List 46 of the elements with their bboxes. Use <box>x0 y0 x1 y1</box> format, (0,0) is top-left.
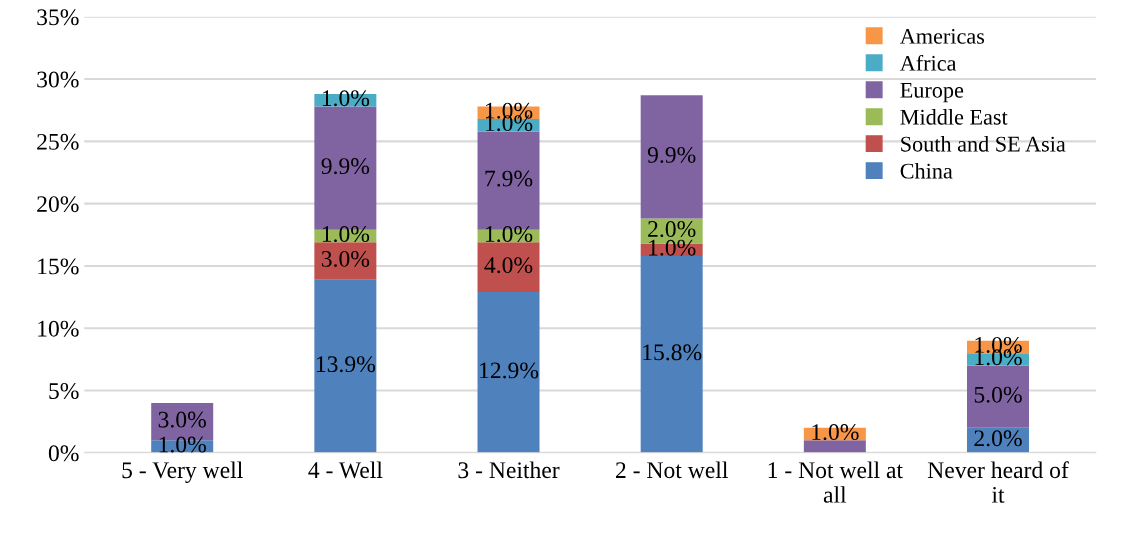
legend-label: Americas <box>899 28 985 44</box>
data-label: 15.8% <box>643 344 702 361</box>
legend-label: Middle East <box>900 109 1008 125</box>
data-label: 9.9% <box>647 146 696 163</box>
data-label: 1.0% <box>322 90 370 107</box>
bar <box>477 242 540 293</box>
data-label: 1.0% <box>322 226 370 243</box>
data-label: 2.0% <box>974 430 1022 447</box>
legend-label: Africa <box>899 54 957 71</box>
x-tick-label: 5 - Very well <box>122 461 243 483</box>
data-label: 4.0% <box>484 257 533 274</box>
y-tick-label: 15% <box>38 258 79 275</box>
data-label: 3.0% <box>321 250 370 267</box>
x-tick-label: Never heard of it <box>927 461 1069 503</box>
data-label: 3.0% <box>158 411 206 428</box>
x-tick-label: 2 - Not well <box>616 461 728 479</box>
data-label: 12.9% <box>480 362 539 379</box>
data-label: 1.0% <box>159 436 206 453</box>
bar <box>967 365 1029 428</box>
bar <box>640 95 703 219</box>
data-label: 7.9% <box>485 170 533 187</box>
bar <box>803 440 866 453</box>
y-tick-label: 10% <box>38 320 79 337</box>
data-label: 1.0% <box>649 239 696 256</box>
bar <box>640 255 703 453</box>
data-label: 5.0% <box>974 386 1022 403</box>
y-tick-label: 30% <box>37 71 79 88</box>
y-tick-label: 35% <box>37 9 79 26</box>
y-tick-label: 25% <box>37 133 79 150</box>
bar <box>477 292 540 453</box>
bar <box>314 279 377 453</box>
y-tick-label: 5% <box>49 382 79 399</box>
legend-label: Europe <box>900 82 964 103</box>
legend-label: South and SE Asia <box>901 136 1066 152</box>
x-tick-label: 1 - Not well at all <box>768 461 903 503</box>
x-tick-label: 4 - Well <box>308 461 383 479</box>
data-label: 1.0% <box>812 424 859 441</box>
data-label: 9.9% <box>321 158 370 175</box>
data-label: 1.0% <box>486 226 533 243</box>
legend-label: China <box>900 162 953 179</box>
data-label: 2.0% <box>648 221 696 238</box>
y-tick-label: 20% <box>37 196 79 213</box>
bar <box>314 242 377 280</box>
y-tick-label: 0% <box>48 445 79 462</box>
x-tick-label: 3 - Neither <box>458 461 560 479</box>
data-label: 13.9% <box>316 356 376 373</box>
